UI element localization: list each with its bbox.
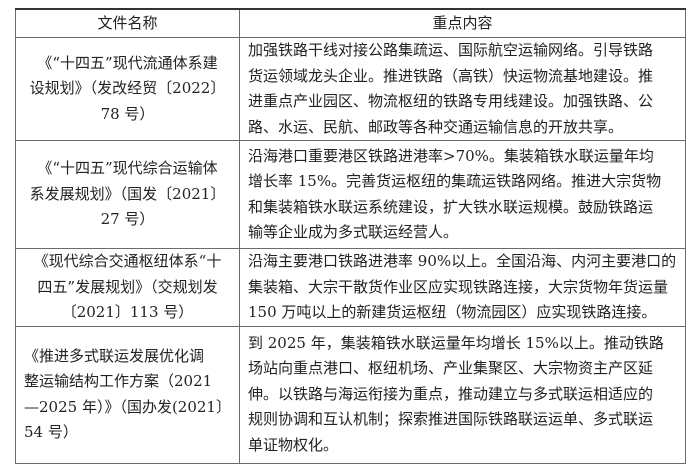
table-row: 《推进多式联运发展优化调 整运输结构工作方案（2021 —2025 年）》（国办发(… <box>15 325 686 464</box>
file-name-cell: 《“十四五”现代流通体系建 设规划》（发改经贸〔2022〕 78 号） <box>15 37 240 141</box>
text-line: 增长率 15%。完善货运枢纽的集疏运铁路网络。推进大宗货物 <box>248 172 662 190</box>
text-line: 输等企业成为多式联运经营人。 <box>248 223 459 241</box>
header-key-content: 重点内容 <box>239 8 686 38</box>
text-line: 伸。以铁路与海运衔接为重点，推动建立与多式联运相适应的 <box>248 384 654 403</box>
text-line: 沿海港口重要港区铁路进港率>70%。集装箱铁水联运量年均 <box>248 146 654 165</box>
text-line: 〔2021〕113 号） <box>61 303 194 321</box>
text-line: 到 2025 年，集装箱铁水联运量年均增长 15%以上。推动铁路 <box>248 333 664 352</box>
text-line: 集装箱、大宗干散货作业区应实现铁路连接，大宗货物年货运量 <box>248 277 669 296</box>
policy-table: 文件名称 重点内容 《“十四五”现代流通体系建 设规划》（发改经贸〔2022〕 78… <box>15 8 686 464</box>
text-line: 规则协调和互认机制；探索推进国际铁路联运运单、多式联运 <box>248 410 654 429</box>
text-line: —2025 年）》（国办发(2021〕 <box>24 397 231 416</box>
text-line: 路、水运、民航、邮政等各种交通运输信息的开放共享。 <box>248 117 624 136</box>
text-line: 货运领域龙头企业。推进铁路（高铁）快运物流基地建设。推 <box>248 66 654 85</box>
key-content-cell: 沿海主要港口铁路进港率 90%以上。全国沿海、内河主要港口的 集装箱、大宗干散货作… <box>239 248 686 327</box>
text-line: 150 万吨以上的新建货运枢纽（物流园区）应实现铁路连接。 <box>248 303 657 321</box>
text-line: 系发展规划》（国发〔2021〕 <box>29 184 226 203</box>
header-row: 文件名称 重点内容 <box>15 8 686 38</box>
table-row: 《“十四五”现代流通体系建 设规划》（发改经贸〔2022〕 78 号） 加强铁路干线对… <box>15 37 686 141</box>
file-name-cell: 《现代综合交通枢纽体系“十 四五”发展规划》（交规划发 〔2021〕113 号） <box>15 248 240 327</box>
text-line: 《“十四五”现代流通体系建 <box>37 53 218 72</box>
text-line: 四五”发展规划》（交规划发 <box>37 277 218 296</box>
text-line: 《推进多式联运发展优化调 <box>24 346 205 365</box>
text-line: 《现代综合交通枢纽体系“十 <box>33 252 222 270</box>
text-line: 沿海主要港口铁路进港率 90%以上。全国沿海、内河主要港口的 <box>248 252 677 270</box>
text-line: 进重点产业园区、物流枢纽的铁路专用线建设。加强铁路、公 <box>248 92 654 110</box>
text-line: 27 号） <box>100 210 155 229</box>
header-file-name: 文件名称 <box>15 8 240 38</box>
text-line: 54 号） <box>24 423 78 441</box>
file-name-cell: 《推进多式联运发展优化调 整运输结构工作方案（2021 —2025 年）》（国办发(… <box>15 325 240 464</box>
text-line: 设规划》（发改经贸〔2022〕 <box>29 79 226 98</box>
text-line: 场站向重点港口、枢纽机场、产业集聚区、大宗物资主产区延 <box>248 359 654 378</box>
key-content-cell: 沿海港口重要港区铁路进港率>70%。集装箱铁水联运量年均 增长率 15%。完善货运… <box>239 140 686 249</box>
text-line: 78 号） <box>100 104 155 123</box>
text-line: 单证物权化。 <box>248 435 339 454</box>
text-line: 和集装箱铁水联运系统建设，扩大铁水联运规模。鼓励铁路运 <box>248 197 654 216</box>
text-line: 《“十四五”现代综合运输体 <box>37 159 218 178</box>
file-name-cell: 《“十四五”现代综合运输体 系发展规划》（国发〔2021〕 27 号） <box>15 140 240 249</box>
key-content-cell: 加强铁路干线对接公路集疏运、国际航空运输网络。引导铁路 货运领域龙头企业。推进铁路… <box>239 37 686 141</box>
text-line: 加强铁路干线对接公路集疏运、国际航空运输网络。引导铁路 <box>248 41 654 59</box>
table-row: 《现代综合交通枢纽体系“十 四五”发展规划》（交规划发 〔2021〕113 号） 沿海… <box>15 248 686 327</box>
key-content-cell: 到 2025 年，集装箱铁水联运量年均增长 15%以上。推动铁路 场站向重点港口、… <box>239 325 686 464</box>
table-row: 《“十四五”现代综合运输体 系发展规划》（国发〔2021〕 27 号） 沿海港口重要港… <box>15 140 686 249</box>
text-line: 整运输结构工作方案（2021 <box>24 372 213 390</box>
